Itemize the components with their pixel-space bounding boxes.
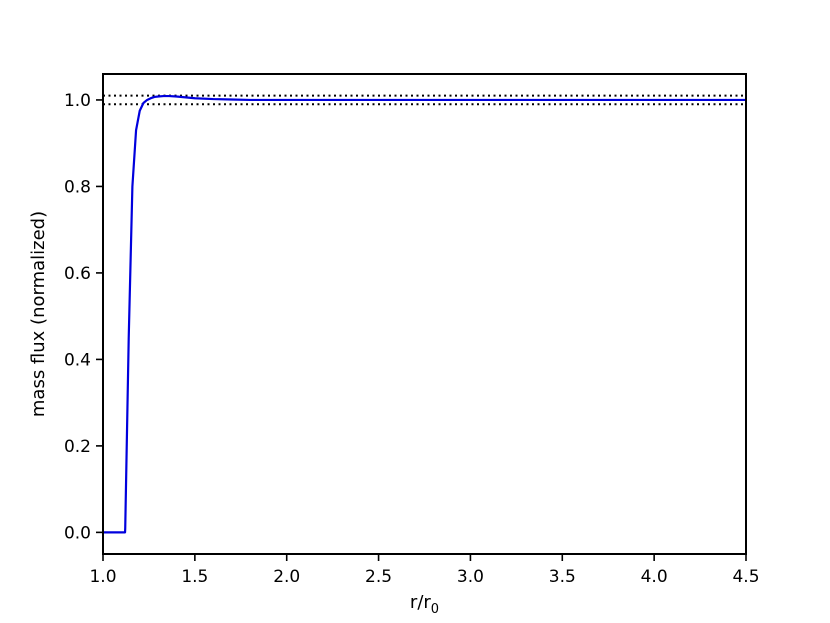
y-axis-label: mass flux (normalized): [28, 211, 49, 417]
plot-frame: [102, 73, 747, 555]
x-axis-label-subscript: 0: [431, 602, 439, 617]
x-tick-label: 4.0: [641, 567, 668, 587]
plot-area: [103, 94, 746, 534]
x-tick-label: 1.5: [181, 567, 208, 587]
x-tick-label: 2.5: [365, 567, 392, 587]
y-tick-label: 1.0: [64, 91, 91, 111]
x-axis-label: r/r0: [410, 592, 439, 617]
y-tick-label: 0.2: [64, 437, 91, 457]
y-tick-label: 0.4: [64, 350, 91, 370]
x-tick-label: 3.0: [457, 567, 484, 587]
axis-ticks: 1.0 1.5 2.0 2.5 3.0 3.5 4.0 4.5 0.0 0.2 0.4 0.6 0.8 1…: [64, 91, 760, 587]
x-tick-label: 1.0: [89, 567, 116, 587]
y-tick-label: 0.0: [64, 523, 91, 543]
x-tick-label: 4.5: [732, 567, 759, 587]
y-tick-label: 0.6: [64, 264, 91, 284]
y-tick-label: 0.8: [64, 177, 91, 197]
x-tick-label: 2.0: [273, 567, 300, 587]
series-line-1: [103, 94, 746, 534]
x-axis-label-main: r/r: [410, 592, 431, 613]
x-tick-label: 3.5: [549, 567, 576, 587]
